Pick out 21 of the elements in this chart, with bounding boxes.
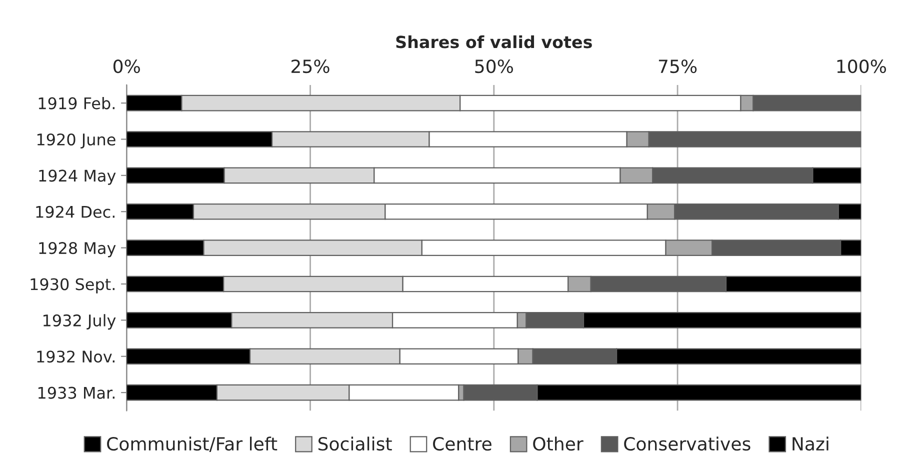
legend-label: Communist/Far left (107, 436, 278, 452)
x-axis-title: Shares of valid votes (396, 35, 592, 48)
y-tick-label: 1919 Feb. (38, 96, 114, 110)
legend-label: Socialist (318, 436, 392, 451)
y-tick-label: 1924 May (39, 170, 116, 185)
y-tick-label: 1920 June (37, 133, 116, 149)
y-tick-label: 1930 Sept. (30, 278, 114, 294)
y-tick-label: 1933 Mar. (38, 386, 114, 399)
x-tick-label: 50% (475, 59, 513, 74)
legend-label: Conservatives (624, 436, 750, 451)
y-tick-label: 1924 Dec. (36, 206, 114, 218)
y-tick-label: 1928 May (39, 242, 116, 258)
x-tick-label: 100% (837, 59, 886, 74)
x-tick-label: 0% (113, 59, 140, 74)
y-tick-label: 1932 July (44, 314, 116, 330)
legend-label: Nazi (792, 436, 828, 451)
legend-label: Other (533, 436, 584, 451)
x-tick-label: 25% (292, 59, 330, 74)
y-tick-label: 1932 Nov. (37, 350, 114, 363)
x-tick-label: 75% (658, 59, 697, 74)
legend-label: Centre (433, 436, 492, 451)
